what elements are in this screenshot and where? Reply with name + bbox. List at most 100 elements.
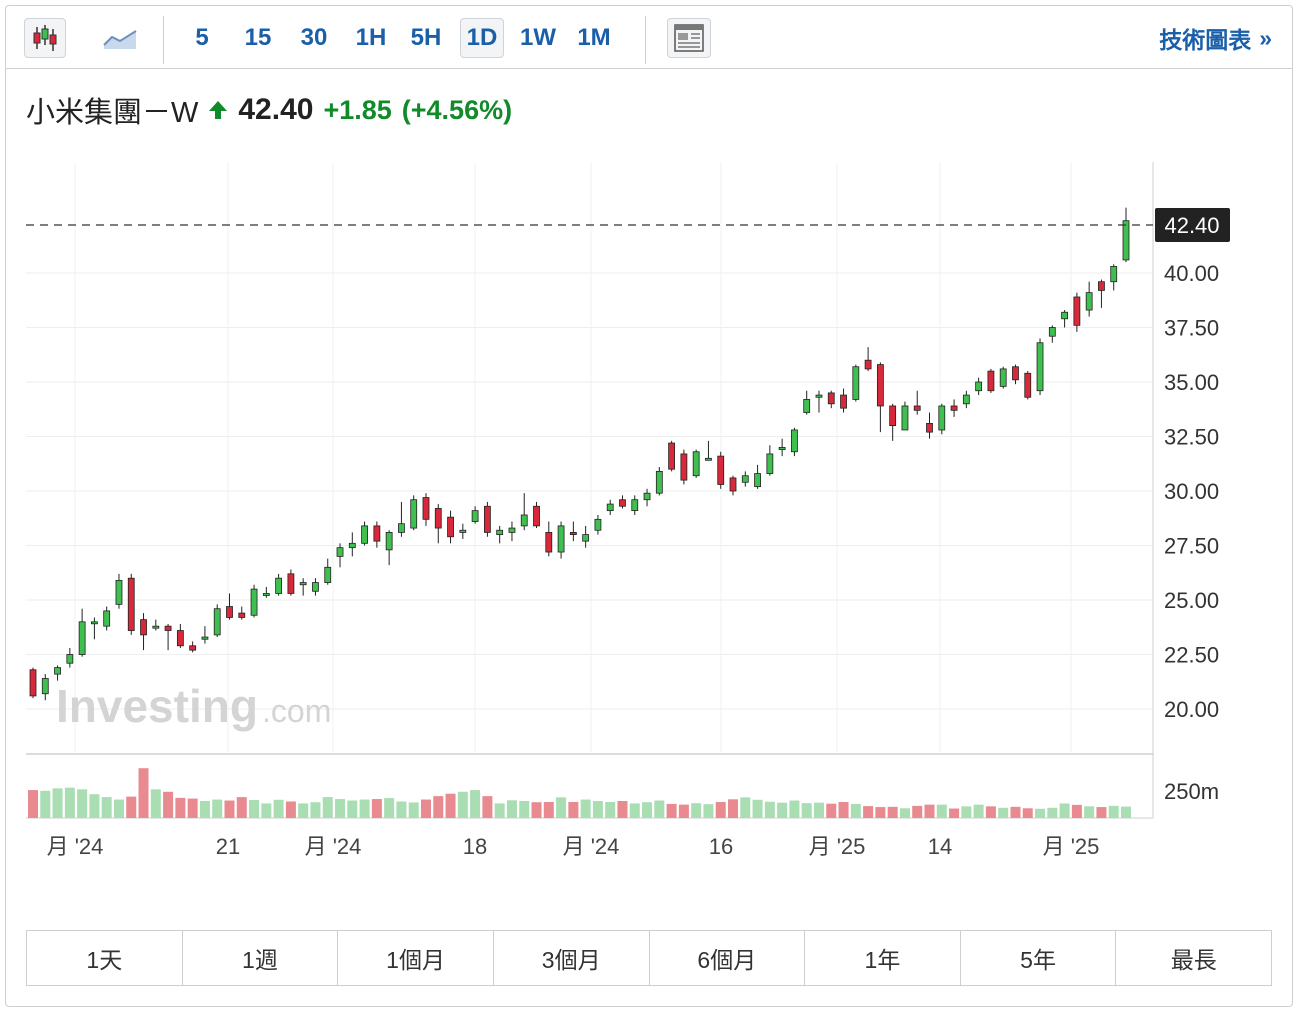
volume-bar	[64, 787, 75, 818]
quote-header: 小米集團－W 42.40 +1.85 (+4.56%)	[26, 88, 512, 132]
interval-1w[interactable]: 1W	[520, 24, 556, 51]
volume-bar	[482, 796, 493, 818]
candle-body	[213, 608, 221, 636]
area-chart-icon[interactable]	[98, 18, 142, 58]
candle-body	[336, 547, 344, 557]
layout-icon[interactable]	[667, 18, 711, 58]
range-1w[interactable]: 1週	[183, 931, 339, 985]
volume-bar	[924, 804, 935, 818]
volume-bar	[875, 807, 886, 818]
candle-body	[655, 470, 663, 494]
candle-body	[262, 593, 270, 596]
candle-body	[238, 612, 246, 618]
volume-bar	[850, 803, 861, 818]
candle-body	[78, 621, 86, 655]
candle-body	[1073, 296, 1081, 326]
price-change: +1.85	[323, 94, 392, 125]
candlestick-series	[29, 207, 1130, 701]
volume-bar	[150, 789, 161, 818]
interval-1m[interactable]: 1M	[577, 24, 611, 51]
candle-body	[348, 542, 356, 549]
candle-body	[754, 473, 761, 488]
volume-bar	[470, 790, 481, 818]
candle-body	[778, 446, 786, 450]
candle-body	[803, 399, 811, 413]
technical-chart-link[interactable]: 技術圖表 »	[1159, 18, 1272, 58]
candle-body	[1085, 292, 1093, 311]
volume-bar	[1121, 806, 1131, 818]
range-3m[interactable]: 3個月	[494, 931, 650, 985]
y-tick-label: 35.00	[1164, 370, 1219, 395]
candle-body	[115, 579, 123, 605]
candle-body	[275, 577, 283, 594]
candle-body	[1012, 366, 1019, 381]
chevron-right-icon: »	[1259, 24, 1272, 51]
candlestick-icon[interactable]	[24, 18, 66, 58]
range-6m[interactable]: 6個月	[650, 931, 806, 985]
range-max[interactable]: 最長	[1170, 947, 1217, 973]
volume-bar	[531, 802, 542, 818]
interval-5h[interactable]: 5H	[410, 24, 442, 51]
candle-body	[1048, 327, 1056, 337]
volume-bar	[715, 801, 726, 818]
candle-body	[1122, 220, 1130, 261]
interval-15[interactable]: 15	[244, 24, 272, 51]
volume-bar	[506, 800, 517, 818]
candle-body	[582, 534, 590, 542]
last-price-badge	[1155, 208, 1230, 242]
volume-bar	[1071, 804, 1082, 818]
candle-body	[434, 508, 442, 529]
y-tick-label: 40.00	[1164, 261, 1219, 286]
volume-bar	[175, 797, 186, 818]
volume-bar	[187, 798, 198, 818]
candle-body	[483, 505, 491, 533]
y-tick-label: 22.50	[1164, 643, 1219, 668]
candle-body	[631, 499, 639, 512]
range-1y[interactable]: 1年	[805, 931, 961, 985]
price-chart[interactable]: Investing .com 40.00 37.50 35.00 32.50 30.00…	[0, 0, 1301, 870]
last-price-line: 42.40	[26, 208, 1230, 242]
candle-body	[398, 523, 405, 533]
volume-bar	[629, 803, 640, 818]
volume-bar	[298, 803, 309, 818]
chart-grid	[26, 162, 1154, 819]
candle-body	[692, 451, 700, 477]
candle-body	[741, 475, 749, 483]
volume-bar	[1108, 805, 1119, 818]
volume-bar	[457, 791, 468, 818]
x-tick-label: 月 '24	[305, 834, 362, 859]
x-tick-label: 21	[216, 834, 240, 859]
volume-bar	[335, 799, 346, 818]
interval-30[interactable]: 30	[300, 24, 328, 51]
y-tick-label: 20.00	[1164, 697, 1219, 722]
candle-body	[189, 645, 197, 651]
interval-1h[interactable]: 1H	[355, 24, 387, 51]
candle-body	[1110, 266, 1118, 283]
candle-body	[926, 423, 933, 433]
watermark-suffix: .com	[262, 693, 331, 729]
volume-bar	[52, 788, 63, 818]
volume-bar	[199, 801, 210, 818]
candle-body	[496, 529, 504, 535]
volume-bar	[89, 794, 100, 818]
volume-bar	[1059, 803, 1070, 818]
candle-body	[791, 429, 798, 453]
range-1m[interactable]: 1個月	[338, 931, 494, 985]
interval-5[interactable]: 5	[195, 24, 209, 51]
volume-bar	[359, 799, 370, 818]
range-1d[interactable]: 1天	[27, 931, 183, 985]
interval-1d[interactable]: 1D	[460, 18, 504, 58]
candle-body	[1036, 342, 1044, 392]
volume-bar	[728, 799, 739, 818]
candle-body	[729, 477, 737, 492]
volume-tick-label: 250m	[1164, 779, 1219, 804]
volume-bar	[764, 801, 775, 818]
candle-body	[705, 457, 712, 461]
volume-bar	[310, 802, 321, 818]
volume-bar	[322, 797, 333, 818]
volume-bar	[1035, 808, 1046, 818]
candle-body	[999, 368, 1007, 387]
x-tick-label: 月 '25	[1043, 834, 1100, 859]
candle-body	[901, 405, 909, 431]
range-5y[interactable]: 5年	[961, 931, 1117, 985]
